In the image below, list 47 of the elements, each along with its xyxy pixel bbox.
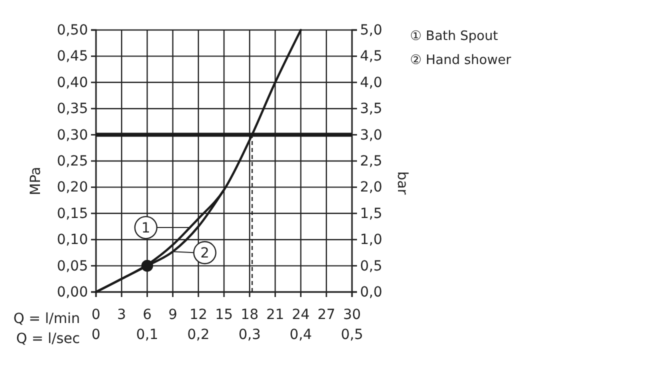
x-tick-label: 30 <box>343 306 361 323</box>
y-axis-title: MPa <box>28 166 44 196</box>
x-tick-label: 6 <box>142 306 152 323</box>
x-tick-label: 18 <box>240 306 259 323</box>
y-tick-label: 0,15 <box>56 206 88 222</box>
y2-tick-label: 4,5 <box>360 48 382 65</box>
y-tick-label: 0,35 <box>56 101 88 118</box>
y-tick-label: 0,20 <box>56 180 88 196</box>
y2-tick-label: 2,5 <box>360 153 382 170</box>
y2-tick-label: 0,0 <box>360 284 382 300</box>
x2-tick-label: 0,1 <box>136 326 158 343</box>
y-tick-label: 0,00 <box>56 284 88 300</box>
text: ② Hand shower <box>410 53 512 68</box>
y2-tick-label: 5,0 <box>360 22 382 38</box>
x-tick-label: 21 <box>266 306 284 323</box>
x2-tick-label: 0,3 <box>238 326 261 343</box>
y2-tick-label: 4,0 <box>360 74 382 91</box>
x2-tick-label: 0 <box>92 326 100 343</box>
y-tick-label: 0,25 <box>56 153 88 170</box>
y2-tick-label: 0,5 <box>360 258 382 274</box>
y2-tick-label: 2,0 <box>360 180 382 196</box>
y2-tick-label: 3,0 <box>360 127 382 144</box>
y-tick-label: 0,10 <box>56 232 88 248</box>
y2-tick-label: 1,0 <box>360 232 382 248</box>
annotation: 2 <box>200 246 210 262</box>
y-tick-label: 0,05 <box>56 258 88 274</box>
x-tick-label: 27 <box>317 306 336 323</box>
x-tick-label: 0 <box>92 306 100 323</box>
x-tick-label: 15 <box>215 306 233 323</box>
x2-tick-label: 0,5 <box>340 326 364 343</box>
y-tick-label: 0,45 <box>56 48 88 65</box>
x-tick-label: 24 <box>292 306 310 323</box>
x-tick-label: 12 <box>189 306 208 323</box>
x-axis-title: Q = l/min <box>13 311 80 327</box>
x2-tick-label: 0,2 <box>187 326 210 343</box>
x-tick-label: 3 <box>117 306 126 323</box>
y2-tick-label: 1,5 <box>360 206 382 222</box>
y-tick-label: 0,50 <box>56 22 88 38</box>
annotation: 1 <box>141 220 150 237</box>
x2-axis-title: Q = l/sec <box>16 331 80 347</box>
x2-tick-label: 0,4 <box>290 326 312 343</box>
y2-tick-label: 3,5 <box>360 101 382 118</box>
x-tick-label: 9 <box>168 306 178 323</box>
y-tick-label: 0,40 <box>56 74 88 91</box>
y2-axis-title: bar <box>394 171 410 195</box>
y-tick-label: 0,30 <box>56 127 88 144</box>
text: ① Bath Spout <box>410 29 498 44</box>
